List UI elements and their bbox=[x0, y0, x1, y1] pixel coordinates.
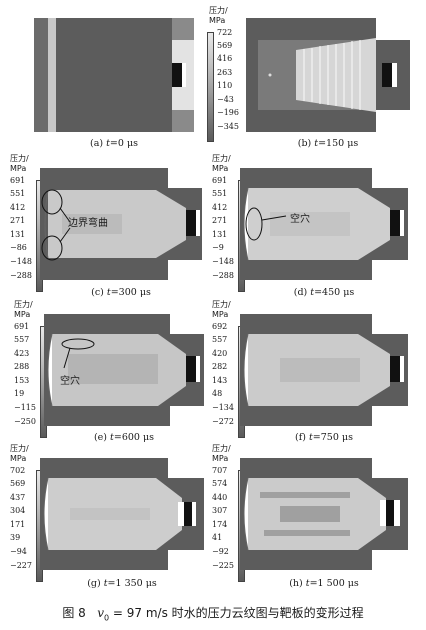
tick-label: −272 bbox=[212, 417, 234, 426]
panel-g-caption: (g) t=1 350 μs bbox=[87, 578, 157, 589]
tick-label: 41 bbox=[212, 533, 223, 542]
tick-label: 416 bbox=[217, 54, 233, 63]
tick-label: 420 bbox=[212, 349, 228, 358]
tick-label: 110 bbox=[217, 81, 233, 90]
tick-label: 271 bbox=[212, 216, 228, 225]
tick-label: 691 bbox=[14, 322, 30, 331]
annotation-cavity: 空穴 bbox=[60, 376, 80, 387]
tick-label: 691 bbox=[212, 176, 228, 185]
tick-label: 271 bbox=[10, 216, 26, 225]
panel-c-image bbox=[40, 168, 202, 280]
tick-label: 423 bbox=[14, 349, 30, 358]
tick-label: −9 bbox=[212, 243, 224, 252]
tick-label: 692 bbox=[212, 322, 228, 331]
tick-label: 691 bbox=[10, 176, 26, 185]
tick-label: 19 bbox=[14, 389, 25, 398]
tick-label: −288 bbox=[10, 271, 32, 280]
tick-label: −148 bbox=[10, 257, 32, 266]
panel-a-caption: (a) t=0 μs bbox=[89, 138, 138, 149]
panel-g-image bbox=[40, 458, 204, 570]
tick-label: −134 bbox=[212, 403, 234, 412]
panel-f-image bbox=[240, 314, 408, 426]
tick-label: 574 bbox=[212, 479, 228, 488]
tick-label: −115 bbox=[14, 403, 36, 412]
panel-h-image bbox=[240, 458, 408, 570]
pressure-label: 压力/MPa bbox=[212, 154, 231, 173]
tick-label: 440 bbox=[212, 493, 228, 502]
tick-label: −43 bbox=[217, 95, 234, 104]
colorbar bbox=[207, 32, 214, 142]
panel-b-caption: (b) t=150 μs bbox=[297, 138, 359, 149]
tick-label: 304 bbox=[10, 506, 26, 515]
pressure-label: 压力/MPa bbox=[10, 154, 29, 173]
pressure-label: 压力/MPa bbox=[212, 444, 231, 463]
tick-label: 569 bbox=[10, 479, 26, 488]
tick-label: 437 bbox=[10, 493, 26, 502]
tick-label: −148 bbox=[212, 257, 234, 266]
tick-label: 551 bbox=[212, 189, 228, 198]
tick-label: 131 bbox=[10, 230, 26, 239]
tick-label: 569 bbox=[217, 41, 233, 50]
tick-label: −288 bbox=[212, 271, 234, 280]
tick-label: 722 bbox=[217, 28, 233, 37]
tick-label: 171 bbox=[10, 520, 26, 529]
tick-label: 143 bbox=[212, 376, 228, 385]
pressure-label: 压力/MPa bbox=[14, 300, 33, 319]
pressure-label: 压力/MPa bbox=[209, 6, 228, 25]
tick-label: 412 bbox=[212, 203, 228, 212]
figure-caption: 图 8 v0 = 97 m/s 时水的压力云纹图与靶板的变形过程 bbox=[62, 606, 364, 623]
tick-label: −196 bbox=[217, 108, 239, 117]
tick-label: 153 bbox=[14, 376, 30, 385]
tick-label: 48 bbox=[212, 389, 223, 398]
panel-f-caption: (f) t=750 μs bbox=[295, 432, 353, 443]
panel-b-image bbox=[246, 18, 410, 132]
tick-label: 557 bbox=[14, 335, 30, 344]
annotation-boundary-bending: 边界弯曲 bbox=[68, 218, 108, 229]
tick-label: 282 bbox=[212, 362, 228, 371]
tick-label: −94 bbox=[10, 547, 27, 556]
panel-e-caption: (e) t=600 μs bbox=[93, 432, 155, 443]
tick-label: −227 bbox=[10, 561, 32, 570]
tick-label: 39 bbox=[10, 533, 21, 542]
tick-label: 174 bbox=[212, 520, 228, 529]
tick-label: 707 bbox=[212, 466, 228, 475]
tick-label: 288 bbox=[14, 362, 30, 371]
pressure-label: 压力/MPa bbox=[10, 444, 29, 463]
tick-label: −345 bbox=[217, 122, 239, 131]
tick-label: 412 bbox=[10, 203, 26, 212]
tick-label: 131 bbox=[212, 230, 228, 239]
panel-c-caption: (c) t=300 μs bbox=[91, 287, 151, 298]
tick-label: 557 bbox=[212, 335, 228, 344]
tick-label: −225 bbox=[212, 561, 234, 570]
tick-label: −86 bbox=[10, 243, 27, 252]
panel-d-image bbox=[240, 168, 408, 280]
tick-label: −92 bbox=[212, 547, 229, 556]
tick-label: 263 bbox=[217, 68, 233, 77]
panel-d-caption: (d) t=450 μs bbox=[293, 287, 355, 298]
tick-label: −250 bbox=[14, 417, 36, 426]
panel-e-image bbox=[44, 314, 204, 426]
tick-label: 307 bbox=[212, 506, 228, 515]
tick-label: 702 bbox=[10, 466, 26, 475]
annotation-cavity: 空穴 bbox=[290, 214, 310, 225]
panel-a-image bbox=[34, 18, 194, 132]
pressure-label: 压力/MPa bbox=[212, 300, 231, 319]
panel-h-caption: (h) t=1 500 μs bbox=[289, 578, 359, 589]
tick-label: 551 bbox=[10, 189, 26, 198]
